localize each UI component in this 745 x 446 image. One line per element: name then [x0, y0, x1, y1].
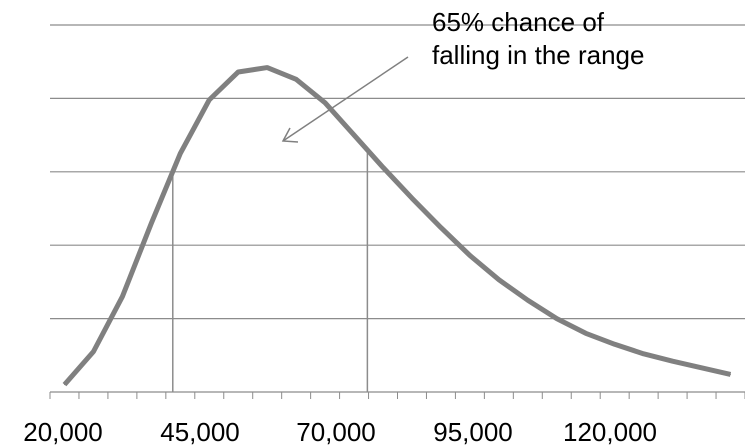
x-tick-label: 95,000: [433, 417, 513, 446]
x-tick-label: 20,000: [23, 417, 103, 446]
data-point: [121, 296, 123, 298]
annotation: 65% chance of falling in the range: [281, 7, 644, 143]
data-point: [237, 71, 239, 73]
annotation-arrow: [282, 56, 409, 142]
data-point: [266, 67, 268, 69]
data-point: [730, 373, 732, 375]
data-point: [672, 360, 674, 362]
x-tick-label: 120,000: [563, 417, 657, 446]
data-point: [469, 254, 471, 256]
annotation-line-2: falling in the range: [432, 40, 644, 70]
gridlines: [50, 24, 745, 320]
series-line: [62, 65, 732, 387]
x-tick-label: 45,000: [160, 417, 240, 446]
data-point: [92, 351, 94, 353]
data-point: [556, 318, 558, 320]
data-point: [440, 227, 442, 229]
annotation-arrowhead: [281, 127, 299, 143]
data-point: [295, 78, 297, 80]
data-point: [353, 134, 355, 136]
data-point: [614, 343, 616, 345]
series-layer: [62, 65, 732, 387]
data-point: [63, 384, 65, 386]
x-tick-label: 70,000: [296, 417, 376, 446]
data-point: [208, 99, 210, 101]
data-point: [179, 152, 181, 154]
data-point: [701, 367, 703, 369]
data-point: [527, 299, 529, 301]
data-point: [411, 197, 413, 199]
reference-lines: [172, 149, 369, 392]
data-point: [585, 332, 587, 334]
x-tick-labels: 20,000 45,000 70,000 95,000 120,000: [23, 417, 657, 446]
annotation-line-1: 65% chance of: [432, 7, 605, 37]
data-point: [498, 279, 500, 281]
data-point: [324, 102, 326, 104]
data-point: [643, 353, 645, 355]
x-axis: [49, 391, 745, 399]
data-point: [150, 222, 152, 224]
data-point: [382, 166, 384, 168]
